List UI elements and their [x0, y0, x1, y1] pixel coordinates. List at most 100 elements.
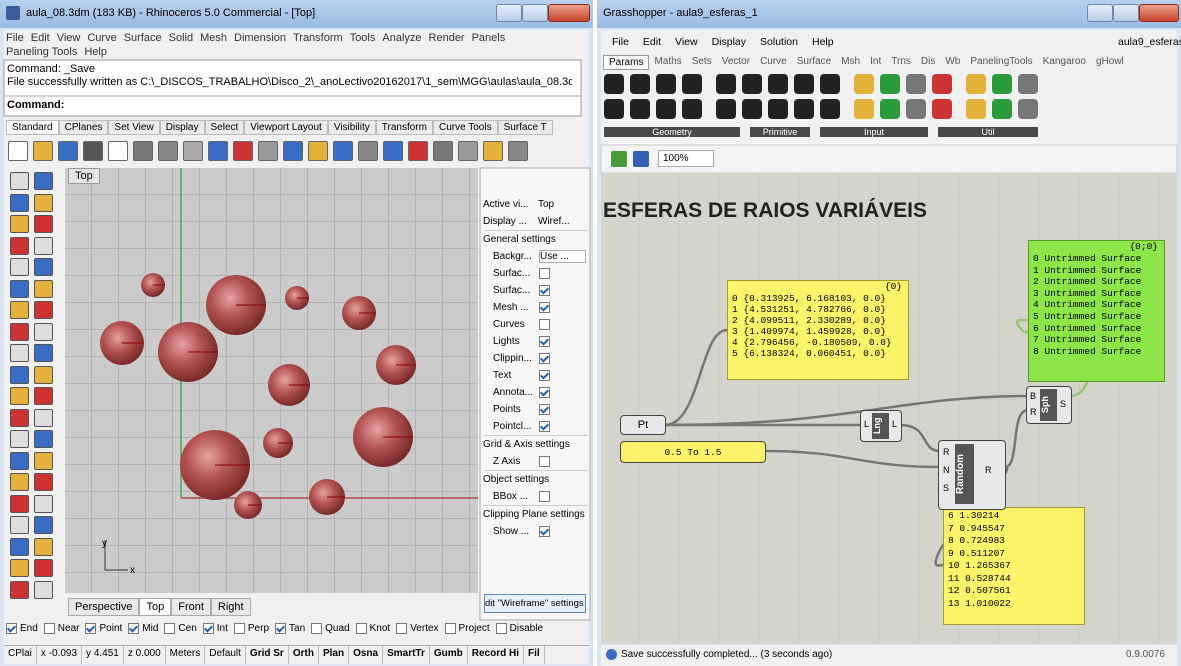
- toolbar-tab[interactable]: Standard: [6, 120, 59, 135]
- viewport-label[interactable]: Top: [68, 168, 100, 184]
- tool-icon[interactable]: [10, 215, 29, 233]
- checkbox[interactable]: [539, 285, 550, 296]
- tool-icon[interactable]: [34, 344, 53, 362]
- tool-icon[interactable]: [34, 581, 53, 599]
- minimize[interactable]: [496, 4, 522, 22]
- viewport-tab[interactable]: Top: [139, 598, 171, 616]
- ribbon-tab[interactable]: Dis: [916, 55, 940, 70]
- menu-item[interactable]: File: [612, 36, 629, 48]
- osnap[interactable]: Disable: [496, 623, 543, 634]
- checkbox[interactable]: [539, 421, 550, 432]
- toolbar-icon[interactable]: [458, 141, 478, 161]
- close[interactable]: [548, 4, 590, 22]
- toolbar-icon[interactable]: [33, 141, 53, 161]
- component-icon[interactable]: [656, 99, 676, 119]
- component-icon[interactable]: [742, 99, 762, 119]
- checkbox[interactable]: [6, 623, 17, 634]
- minimize[interactable]: [1087, 4, 1113, 22]
- edit-settings-button[interactable]: dit "Wireframe" settings: [484, 594, 586, 613]
- checkbox[interactable]: [539, 268, 550, 279]
- status-pane[interactable]: SmartTr: [383, 646, 430, 664]
- toolbar-icon[interactable]: [183, 141, 203, 161]
- menu-item[interactable]: Tools: [350, 31, 376, 45]
- osnap[interactable]: Project: [445, 623, 490, 634]
- toolbar-tab[interactable]: Visibility: [328, 120, 376, 135]
- ribbon-tab[interactable]: Maths: [649, 55, 686, 70]
- osnap[interactable]: Quad: [311, 623, 349, 634]
- length-component[interactable]: L Lng L: [860, 410, 902, 442]
- tool-icon[interactable]: [34, 172, 53, 190]
- toolbar-tab[interactable]: Set View: [108, 120, 159, 135]
- checkbox[interactable]: [396, 623, 407, 634]
- tool-icon[interactable]: [34, 366, 53, 384]
- ribbon-tab[interactable]: Curve: [755, 55, 792, 70]
- status-pane[interactable]: Record Hi: [468, 646, 524, 664]
- component-icon[interactable]: [932, 99, 952, 119]
- osnap[interactable]: Cen: [164, 623, 196, 634]
- open-icon[interactable]: [611, 151, 627, 167]
- tool-icon[interactable]: [10, 581, 29, 599]
- checkbox[interactable]: [234, 623, 245, 634]
- point-param[interactable]: Pt: [620, 415, 666, 435]
- osnap[interactable]: Tan: [275, 623, 305, 634]
- close[interactable]: [1139, 4, 1179, 22]
- tool-icon[interactable]: [10, 280, 29, 298]
- checkbox[interactable]: [539, 456, 550, 467]
- tool-icon[interactable]: [10, 495, 29, 513]
- component-icon[interactable]: [932, 74, 952, 94]
- checkbox[interactable]: [85, 623, 96, 634]
- viewport-tab[interactable]: Perspective: [68, 598, 139, 616]
- ribbon-tab[interactable]: Kangaroo: [1038, 55, 1091, 70]
- menu-item[interactable]: Render: [429, 31, 465, 45]
- menu-item[interactable]: Surface: [124, 31, 162, 45]
- component-icon[interactable]: [966, 99, 986, 119]
- checkbox[interactable]: [539, 387, 550, 398]
- tool-icon[interactable]: [10, 452, 29, 470]
- component-icon[interactable]: [906, 99, 926, 119]
- component-icon[interactable]: [1018, 74, 1038, 94]
- save-icon[interactable]: [633, 151, 649, 167]
- component-icon[interactable]: [794, 74, 814, 94]
- ribbon-tab[interactable]: PanelingTools: [965, 55, 1037, 70]
- toolbar-tab[interactable]: Curve Tools: [433, 120, 498, 135]
- tool-icon[interactable]: [10, 366, 29, 384]
- tool-icon[interactable]: [34, 301, 53, 319]
- checkbox[interactable]: [356, 623, 367, 634]
- tool-icon[interactable]: [10, 473, 29, 491]
- component-icon[interactable]: [880, 74, 900, 94]
- component-icon[interactable]: [682, 74, 702, 94]
- menu-item[interactable]: Solid: [169, 31, 193, 45]
- menu-item[interactable]: Analyze: [382, 31, 421, 45]
- tool-icon[interactable]: [10, 194, 29, 212]
- component-icon[interactable]: [966, 74, 986, 94]
- checkbox[interactable]: [539, 491, 550, 502]
- tool-icon[interactable]: [10, 344, 29, 362]
- component-icon[interactable]: [880, 99, 900, 119]
- checkbox[interactable]: [164, 623, 175, 634]
- component-icon[interactable]: [656, 74, 676, 94]
- component-icon[interactable]: [820, 74, 840, 94]
- checkbox[interactable]: [539, 319, 550, 330]
- toolbar-icon[interactable]: [358, 141, 378, 161]
- maximize[interactable]: [522, 4, 548, 22]
- menu-item[interactable]: Help: [812, 36, 834, 48]
- tool-icon[interactable]: [34, 495, 53, 513]
- menu-item[interactable]: Edit: [643, 36, 661, 48]
- checkbox[interactable]: [275, 623, 286, 634]
- tool-icon[interactable]: [10, 323, 29, 341]
- number-slider[interactable]: 0.5 To 1.5: [620, 441, 766, 463]
- tool-icon[interactable]: [34, 516, 53, 534]
- tool-icon[interactable]: [34, 409, 53, 427]
- checkbox[interactable]: [539, 302, 550, 313]
- tool-icon[interactable]: [34, 237, 53, 255]
- tool-icon[interactable]: [10, 301, 29, 319]
- checkbox[interactable]: [539, 370, 550, 381]
- tool-icon[interactable]: [34, 538, 53, 556]
- component-icon[interactable]: [768, 99, 788, 119]
- toolbar-icon[interactable]: [158, 141, 178, 161]
- osnap[interactable]: Point: [85, 623, 122, 634]
- menu-item[interactable]: Transform: [293, 31, 343, 45]
- menu-item[interactable]: File: [6, 31, 24, 45]
- toolbar-icon[interactable]: [58, 141, 78, 161]
- viewport-tab[interactable]: Front: [171, 598, 211, 616]
